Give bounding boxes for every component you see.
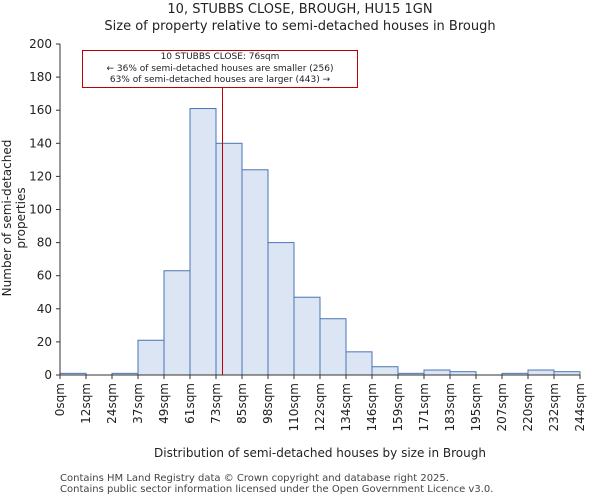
x-tick-label: 85sqm: [235, 383, 249, 424]
y-tick-label: 40: [37, 302, 52, 316]
x-tick-label: 61sqm: [183, 383, 197, 424]
x-tick-label: 232sqm: [547, 383, 561, 431]
y-tick-label: 160: [29, 103, 52, 117]
histogram-bar: [319, 318, 347, 376]
histogram-bar: [215, 142, 243, 376]
x-tick-label: 0sqm: [53, 383, 67, 416]
y-tick-label: 180: [29, 70, 52, 84]
y-tick-label: 60: [37, 269, 52, 283]
chart-title: 10, STUBBS CLOSE, BROUGH, HU15 1GN: [167, 2, 433, 17]
x-tick-label: 73sqm: [209, 383, 223, 424]
footer-copyright: Contains HM Land Registry data © Crown c…: [60, 473, 449, 484]
x-tick-label: 37sqm: [131, 383, 145, 424]
x-tick-label: 146sqm: [365, 383, 379, 431]
y-tick-label: 80: [37, 236, 52, 250]
histogram-bar: [163, 270, 191, 376]
x-tick-label: 195sqm: [469, 383, 483, 431]
x-tick-label: 183sqm: [443, 383, 457, 431]
x-tick-label: 24sqm: [105, 383, 119, 424]
marker-annotation: 10 STUBBS CLOSE: 76sqm ← 36% of semi-det…: [82, 50, 358, 88]
histogram-bar: [267, 242, 295, 376]
x-tick-label: 98sqm: [261, 383, 275, 424]
y-tick-label: 100: [29, 203, 52, 217]
y-tick-label: 200: [29, 37, 52, 51]
chart-subtitle: Size of property relative to semi-detach…: [104, 19, 496, 34]
annotation-line1: 10 STUBBS CLOSE: 76sqm: [160, 52, 280, 62]
y-tick-label: 20: [37, 335, 52, 349]
x-tick-label: 207sqm: [495, 383, 509, 431]
histogram-bar: [241, 169, 269, 376]
x-tick-label: 12sqm: [79, 383, 93, 424]
x-axis-label: Distribution of semi-detached houses by …: [154, 446, 486, 460]
histogram-bar: [371, 366, 399, 376]
x-tick-label: 122sqm: [313, 383, 327, 431]
x-tick-label: 134sqm: [339, 383, 353, 431]
annotation-line3: 63% of semi-detached houses are larger (…: [109, 75, 331, 85]
y-tick-label: 0: [44, 368, 52, 382]
histogram-bar: [137, 339, 165, 376]
x-tick-label: 49sqm: [157, 383, 171, 424]
histogram-bar: [189, 108, 217, 376]
histogram-bar: [345, 351, 373, 376]
x-tick-label: 171sqm: [417, 383, 431, 431]
histogram-bar: [423, 369, 451, 376]
histogram-bar: [527, 369, 555, 376]
y-axis-label: Number of semi-detached properties: [0, 139, 28, 297]
x-tick-label: 220sqm: [521, 383, 535, 431]
footer-licence: Contains public sector information licen…: [60, 484, 494, 495]
x-tick-label: 244sqm: [573, 383, 587, 431]
x-tick-label: 110sqm: [287, 383, 301, 431]
histogram-bar: [293, 296, 321, 376]
x-tick-label: 159sqm: [391, 383, 405, 431]
y-tick-label: 120: [29, 169, 52, 183]
annotation-line2: ← 36% of semi-detached houses are smalle…: [106, 63, 334, 74]
y-tick-label: 140: [29, 136, 52, 150]
